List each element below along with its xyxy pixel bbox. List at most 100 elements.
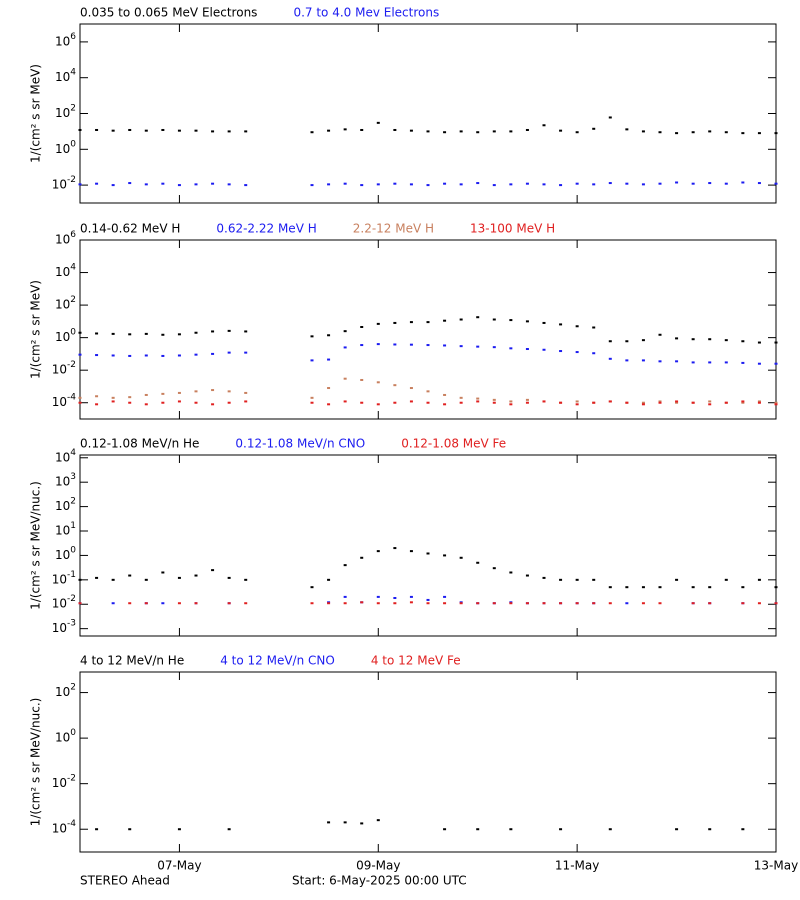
- data-point: [492, 398, 496, 401]
- data-point: [774, 403, 778, 406]
- data-point: [409, 595, 413, 598]
- data-point: [409, 129, 413, 132]
- data-point: [592, 401, 596, 404]
- legend-entry: 0.14-0.62 MeV H: [80, 222, 180, 236]
- data-point: [211, 569, 215, 572]
- data-point: [741, 401, 745, 404]
- data-point: [608, 400, 612, 403]
- data-point: [211, 330, 215, 333]
- legend-entry: 0.035 to 0.065 MeV Electrons: [80, 6, 257, 20]
- data-point: [741, 400, 745, 403]
- data-point: [409, 400, 413, 403]
- data-point: [675, 401, 679, 404]
- data-point: [492, 401, 496, 404]
- data-point: [360, 378, 364, 381]
- data-point: [376, 595, 380, 598]
- data-point: [525, 182, 529, 185]
- data-point: [310, 335, 314, 338]
- data-point: [708, 182, 712, 185]
- data-point: [476, 602, 480, 605]
- data-point: [244, 602, 248, 605]
- data-point: [227, 329, 231, 332]
- data-point: [542, 348, 546, 351]
- data-point: [194, 574, 198, 577]
- data-point: [708, 828, 712, 831]
- data-point: [708, 361, 712, 364]
- y-tick-label: 104: [55, 262, 76, 279]
- data-point: [111, 396, 115, 399]
- data-point: [476, 345, 480, 348]
- data-point: [492, 346, 496, 349]
- data-point: [641, 403, 645, 406]
- data-point: [111, 129, 115, 132]
- data-point: [625, 340, 629, 343]
- data-point: [409, 387, 413, 390]
- data-point: [774, 586, 778, 589]
- data-point: [211, 182, 215, 185]
- data-point: [426, 344, 430, 347]
- data-point: [757, 341, 761, 344]
- y-tick-label: 10-2: [52, 773, 76, 790]
- data-point: [675, 132, 679, 135]
- data-point: [144, 403, 148, 406]
- data-point: [161, 128, 165, 131]
- data-point: [542, 124, 546, 127]
- data-point: [95, 828, 99, 831]
- data-point: [509, 130, 513, 133]
- data-point: [575, 182, 579, 185]
- data-point: [426, 401, 430, 404]
- data-point: [774, 182, 778, 185]
- data-point: [393, 128, 397, 131]
- data-point: [459, 318, 463, 321]
- data-point: [376, 381, 380, 384]
- data-point: [194, 390, 198, 393]
- data-point: [211, 389, 215, 392]
- data-point: [144, 578, 148, 581]
- data-point: [476, 561, 480, 564]
- data-point: [757, 362, 761, 365]
- data-point: [376, 403, 380, 406]
- data-point: [111, 354, 115, 357]
- data-point: [608, 357, 612, 360]
- data-point: [177, 333, 181, 336]
- data-point: [194, 401, 198, 404]
- data-point: [592, 602, 596, 605]
- data-point: [177, 400, 181, 403]
- data-point: [525, 128, 529, 131]
- data-point: [95, 403, 99, 406]
- plot-frame: [79, 23, 777, 204]
- data-point: [708, 338, 712, 341]
- data-point: [592, 326, 596, 329]
- data-point: [144, 129, 148, 132]
- data-point: [393, 602, 397, 605]
- data-point: [675, 337, 679, 340]
- data-point: [592, 352, 596, 355]
- data-point: [492, 184, 496, 187]
- data-point: [244, 351, 248, 354]
- data-point: [128, 182, 132, 185]
- data-point: [708, 403, 712, 406]
- y-tick-label: 102: [55, 496, 76, 513]
- data-point: [426, 390, 430, 393]
- data-point: [509, 602, 513, 605]
- data-point: [409, 343, 413, 346]
- data-point: [244, 184, 248, 187]
- legend-entry: 0.12-1.08 MeV Fe: [401, 437, 506, 451]
- data-point: [409, 601, 413, 604]
- data-point: [327, 183, 331, 186]
- data-point: [177, 129, 181, 132]
- data-point: [443, 595, 447, 598]
- data-point: [161, 333, 165, 336]
- data-point: [625, 182, 629, 185]
- data-point: [227, 351, 231, 354]
- data-point: [227, 828, 231, 831]
- y-tick-label: 10-3: [52, 618, 76, 635]
- data-point: [509, 828, 513, 831]
- data-point: [476, 131, 480, 134]
- data-point: [625, 401, 629, 404]
- data-point: [658, 333, 662, 336]
- data-point: [509, 183, 513, 186]
- y-tick-label: 10-2: [52, 175, 76, 192]
- data-point: [211, 352, 215, 355]
- data-point: [741, 361, 745, 364]
